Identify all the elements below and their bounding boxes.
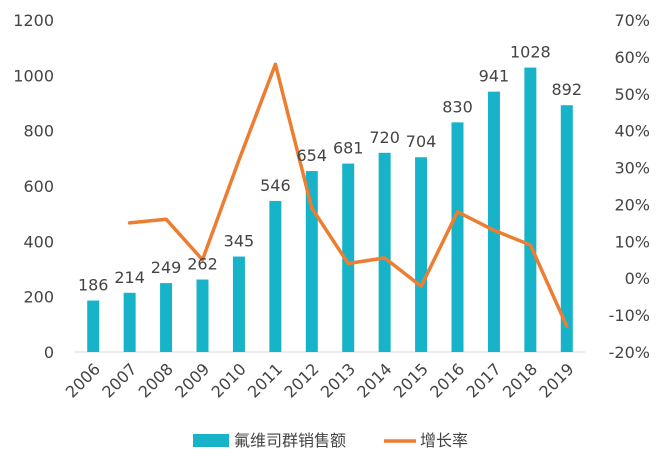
bar-data-label: 546 <box>260 176 291 195</box>
bar <box>87 300 100 352</box>
x-axis-tick-label: 2006 <box>62 359 104 401</box>
right-axis-tick-label: 20% <box>614 195 650 214</box>
growth-rate-line <box>127 62 569 328</box>
bar-data-label: 720 <box>369 128 400 147</box>
bar <box>160 283 173 352</box>
x-axis-tick-label: 2017 <box>463 359 505 401</box>
x-axis-tick-label: 2014 <box>353 359 395 401</box>
right-axis-tick-label: 40% <box>614 122 650 141</box>
bar <box>451 122 464 352</box>
left-axis-tick-label: 400 <box>23 232 54 251</box>
right-axis-tick-label: 10% <box>614 232 650 251</box>
bar-data-label: 249 <box>151 258 182 277</box>
left-axis-tick-label: 200 <box>23 288 54 307</box>
left-axis-tick-label: 0 <box>44 343 54 362</box>
bar-data-label: 681 <box>333 139 364 158</box>
left-axis-tick-label: 800 <box>23 122 54 141</box>
x-axis-tick-label: 2012 <box>280 359 322 401</box>
right-axis-tick-label: 60% <box>614 48 650 67</box>
bar <box>415 157 428 352</box>
right-axis-tick-label: 0% <box>625 269 650 288</box>
bar-data-label: 1028 <box>510 43 551 62</box>
legend-swatch-bar <box>193 434 229 447</box>
right-axis-tick-label: -20% <box>609 343 650 362</box>
bar <box>269 200 282 352</box>
bar-data-label: 262 <box>187 255 218 274</box>
legend-label-line: 增长率 <box>420 431 468 450</box>
left-axis-tick-label: 1000 <box>13 66 54 85</box>
x-axis-tick-label: 2016 <box>426 359 468 401</box>
x-axis-tick-label: 2008 <box>135 359 177 401</box>
bar-data-label: 345 <box>224 232 255 251</box>
x-axis-tick-label: 2013 <box>317 359 359 401</box>
bar <box>487 91 500 352</box>
right-axis-tick-label: 30% <box>614 159 650 178</box>
right-axis-tick-label: -10% <box>609 306 650 325</box>
bar <box>123 292 136 352</box>
x-axis-tick-label: 2015 <box>390 359 432 401</box>
x-axis-tick-label: 2011 <box>244 359 286 401</box>
bar-data-label: 941 <box>479 67 510 86</box>
bar <box>305 171 318 352</box>
bar <box>232 256 245 352</box>
bar-data-label: 830 <box>442 97 473 116</box>
bar-data-label: 892 <box>552 80 583 99</box>
x-axis-tick-label: 2007 <box>98 359 140 401</box>
x-axis-tick-label: 2009 <box>171 359 213 401</box>
bar-data-label: 186 <box>78 276 109 295</box>
left-axis-tick-label: 1200 <box>13 11 54 30</box>
bar-data-label: 214 <box>114 268 145 287</box>
x-axis-tick-label: 2019 <box>535 359 577 401</box>
bar <box>378 152 391 352</box>
bar <box>196 279 209 352</box>
bar-data-label: 704 <box>406 132 437 151</box>
legend-label-bar: 氟维司群销售额 <box>234 431 346 450</box>
bar <box>524 67 537 352</box>
x-axis-tick-label: 2010 <box>208 359 250 401</box>
right-axis-tick-label: 50% <box>614 85 650 104</box>
bar <box>342 163 355 352</box>
x-axis-tick-label: 2018 <box>499 359 541 401</box>
right-axis-tick-label: 70% <box>614 11 650 30</box>
bar <box>560 105 573 352</box>
bar-data-label: 654 <box>297 146 328 165</box>
left-axis-tick-label: 600 <box>23 177 54 196</box>
